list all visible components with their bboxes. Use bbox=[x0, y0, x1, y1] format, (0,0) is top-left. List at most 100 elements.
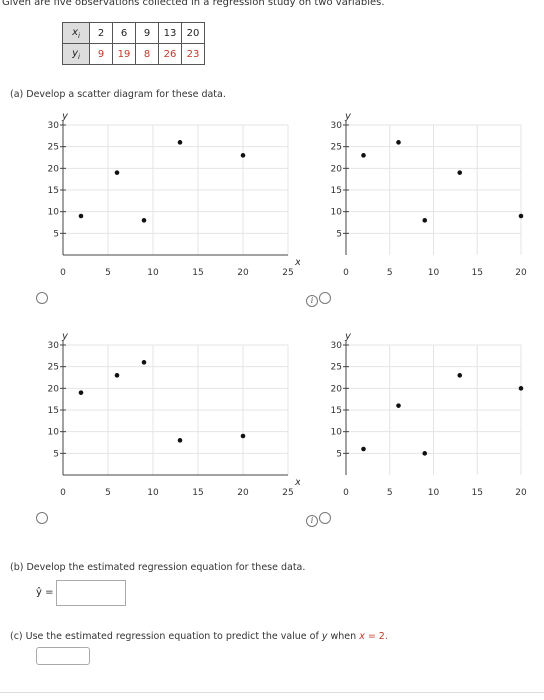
y-axis-label: y bbox=[61, 111, 69, 122]
y-tick-label: 15 bbox=[331, 186, 342, 196]
y-row: yi 9 19 8 26 23 bbox=[62, 43, 205, 65]
x-cell: 13 bbox=[158, 22, 182, 44]
x-tick-label: 0 bbox=[343, 488, 349, 498]
y-tick-label: 25 bbox=[48, 143, 59, 153]
yhat-label: ŷ = bbox=[36, 587, 54, 598]
y-tick-label: 10 bbox=[48, 428, 60, 438]
x-cell: 6 bbox=[112, 22, 136, 44]
part-a-text: (a) Develop a scatter diagram for these … bbox=[10, 89, 226, 100]
y-tick-label: 20 bbox=[48, 384, 60, 394]
y-tick-label: 20 bbox=[48, 164, 60, 174]
x-tick-label: 20 bbox=[515, 488, 527, 498]
x-tick-label: 5 bbox=[105, 488, 111, 498]
info-icon[interactable]: i bbox=[306, 515, 318, 527]
y-tick-label: 30 bbox=[331, 341, 343, 351]
data-point bbox=[518, 213, 524, 219]
prediction-input[interactable] bbox=[36, 647, 90, 665]
data-point bbox=[457, 170, 463, 175]
data-point bbox=[361, 153, 366, 158]
data-point bbox=[177, 438, 183, 443]
y-tick-label: 30 bbox=[48, 341, 60, 351]
data-point bbox=[78, 213, 84, 219]
y-tick-label: 5 bbox=[53, 229, 59, 239]
y-tick-label: 25 bbox=[48, 363, 59, 373]
part-c-text: (c) Use the estimated regression equatio… bbox=[10, 631, 388, 642]
x-axis-label: x bbox=[294, 257, 300, 268]
x-cell: 9 bbox=[135, 22, 159, 44]
regression-equation-input[interactable] bbox=[56, 580, 126, 606]
info-icon[interactable]: i bbox=[306, 295, 318, 307]
observations-table: xi 2 6 9 13 20 yi 9 19 8 26 23 bbox=[62, 22, 205, 65]
scatter-plot-option-1: 5 10 15 20 25 30 0 5 10 15 20 25 y x bbox=[48, 111, 300, 278]
y-cell: 19 bbox=[112, 43, 136, 65]
data-point bbox=[240, 433, 246, 439]
y-tick-label: 5 bbox=[336, 229, 342, 239]
x-cell: 20 bbox=[181, 22, 205, 44]
scatter-plot-option-3: 5 10 15 20 25 30 0 5 10 15 20 25 y x bbox=[48, 331, 300, 498]
option-1-radio[interactable] bbox=[36, 292, 48, 304]
data-point bbox=[177, 140, 183, 145]
y-tick-label: 10 bbox=[48, 208, 60, 218]
y-cell: 8 bbox=[135, 43, 159, 65]
x-tick-label: 10 bbox=[428, 268, 440, 278]
data-point bbox=[114, 170, 120, 175]
y-tick-label: 30 bbox=[331, 121, 343, 131]
y-cell: 9 bbox=[89, 43, 113, 65]
y-tick-label: 25 bbox=[331, 363, 342, 373]
part-b-text: (b) Develop the estimated regression equ… bbox=[10, 562, 306, 573]
x-tick-label: 5 bbox=[105, 268, 111, 278]
x-tick-label: 0 bbox=[60, 268, 66, 278]
data-point bbox=[518, 386, 524, 391]
x-tick-label: 20 bbox=[237, 488, 249, 498]
data-point bbox=[396, 140, 401, 145]
y-tick-label: 10 bbox=[331, 208, 343, 218]
x-tick-label: 10 bbox=[147, 268, 159, 278]
x-tick-label: 5 bbox=[387, 268, 393, 278]
y-tick-label: 10 bbox=[331, 428, 343, 438]
data-point bbox=[396, 403, 401, 408]
y-cell: 23 bbox=[181, 43, 205, 65]
data-point bbox=[141, 360, 147, 365]
y-tick-label: 20 bbox=[331, 164, 343, 174]
y-header: yi bbox=[62, 43, 90, 65]
y-tick-label: 5 bbox=[53, 449, 59, 459]
x-tick-label: 10 bbox=[428, 488, 440, 498]
y-tick-label: 20 bbox=[331, 384, 343, 394]
data-point bbox=[361, 446, 366, 452]
data-point bbox=[114, 373, 120, 378]
data-point bbox=[240, 153, 246, 158]
x-cell: 2 bbox=[89, 22, 113, 44]
y-cell: 26 bbox=[158, 43, 182, 65]
problem-intro: Given are five observations collected in… bbox=[2, 0, 385, 8]
data-point bbox=[457, 373, 463, 378]
x-axis-label: x bbox=[294, 477, 300, 488]
y-axis-label: y bbox=[344, 111, 352, 122]
scatter-plot-option-4: 5 10 15 20 25 30 0 5 10 15 20 y bbox=[331, 331, 527, 498]
option-4-radio[interactable] bbox=[319, 512, 331, 524]
y-tick-label: 15 bbox=[48, 406, 59, 416]
x-header: xi bbox=[62, 22, 90, 44]
scatter-plot-option-2: 5 10 15 20 25 30 0 5 10 15 20 y bbox=[331, 111, 527, 278]
data-point bbox=[422, 451, 428, 456]
y-tick-label: 30 bbox=[48, 121, 60, 131]
y-axis-label: y bbox=[61, 331, 69, 342]
x-tick-label: 15 bbox=[192, 268, 203, 278]
x-tick-label: 0 bbox=[60, 488, 66, 498]
x-tick-label: 5 bbox=[387, 488, 393, 498]
x-tick-label: 25 bbox=[282, 488, 293, 498]
x-row: xi 2 6 9 13 20 bbox=[62, 22, 205, 44]
x-tick-label: 25 bbox=[282, 268, 293, 278]
x-tick-label: 20 bbox=[515, 268, 527, 278]
y-tick-label: 5 bbox=[336, 449, 342, 459]
data-point bbox=[422, 218, 428, 223]
y-tick-label: 15 bbox=[48, 186, 59, 196]
option-3-radio[interactable] bbox=[36, 512, 48, 524]
x-tick-label: 10 bbox=[147, 488, 159, 498]
option-2-radio[interactable] bbox=[319, 292, 331, 304]
data-point bbox=[141, 218, 147, 223]
data-point bbox=[78, 390, 84, 395]
y-tick-label: 25 bbox=[331, 143, 342, 153]
y-tick-label: 15 bbox=[331, 406, 342, 416]
x-tick-label: 0 bbox=[343, 268, 349, 278]
x-tick-label: 15 bbox=[192, 488, 203, 498]
